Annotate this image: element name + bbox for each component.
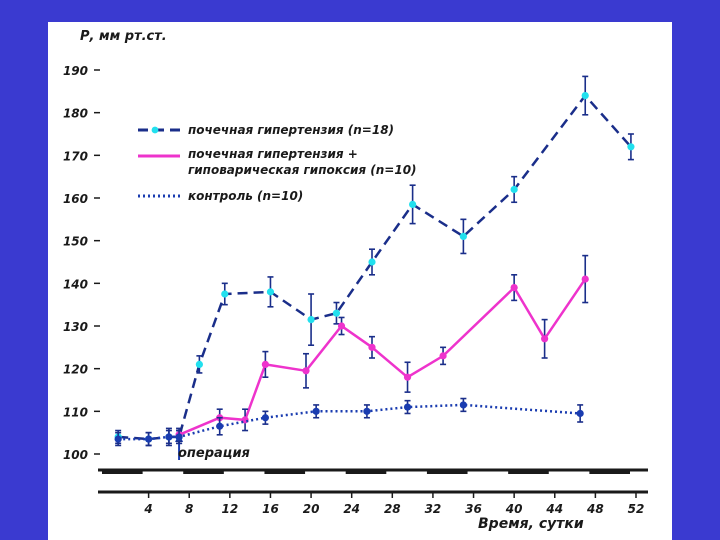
data-point	[165, 433, 173, 441]
data-point	[576, 409, 584, 418]
x-axis-band-segment	[426, 470, 468, 474]
data-point	[459, 232, 467, 240]
data-point	[307, 316, 315, 324]
legend-label-line: гиповарическая гипоксия (n=10)	[188, 163, 417, 177]
data-point	[403, 373, 412, 381]
data-point	[581, 275, 589, 283]
x-tick-label: 12	[221, 502, 238, 516]
x-tick-label: 28	[384, 502, 401, 516]
x-axis-band-segment	[589, 470, 630, 474]
data-point	[114, 435, 122, 443]
data-point	[175, 433, 183, 441]
x-axis-label: Время, сутки	[478, 516, 584, 532]
y-tick-label: 180	[63, 107, 88, 121]
chart-legend: почечная гипертензия (n=18) почечная гипе…	[138, 123, 417, 203]
operation-annotation-label: операция	[178, 446, 250, 461]
data-point	[145, 435, 153, 443]
legend-label: почечная гипертензия + гиповарическая гип…	[188, 147, 417, 177]
data-point	[510, 284, 518, 292]
x-axis-band-segment	[345, 470, 387, 474]
series-line	[118, 403, 581, 441]
y-tick-label: 170	[63, 149, 88, 163]
data-point	[510, 185, 518, 194]
y-tick-label: 110	[63, 405, 88, 419]
x-tick-label: 32	[425, 502, 442, 516]
y-axis-label: Р, мм рт.ст.	[80, 29, 167, 44]
x-axis-band-segment	[508, 470, 549, 474]
data-point	[216, 422, 224, 430]
data-point	[337, 322, 346, 330]
x-tick-label: 4	[143, 502, 152, 516]
data-point	[261, 414, 269, 422]
x-tick-label: 40	[505, 502, 523, 516]
x-axis-band-segment	[264, 470, 306, 474]
y-tick-label: 160	[63, 192, 88, 206]
data-point	[195, 360, 203, 368]
data-point	[368, 258, 376, 266]
data-point	[261, 360, 269, 368]
legend-label: контроль (n=10)	[188, 189, 303, 203]
y-tick-label: 190	[63, 64, 88, 78]
series-group	[175, 254, 589, 443]
y-tick-label: 150	[63, 235, 88, 249]
data-point	[332, 309, 341, 317]
legend-marker	[151, 126, 159, 134]
data-point	[581, 92, 589, 100]
y-tick-label: 100	[63, 448, 88, 462]
data-point	[363, 407, 371, 415]
x-tick-label: 8	[185, 502, 193, 516]
x-axis-band-segment	[102, 470, 143, 474]
x-tick-label: 48	[586, 502, 604, 516]
data-point	[302, 367, 310, 375]
x-tick-label: 24	[343, 502, 360, 516]
x-tick-label: 16	[262, 502, 279, 516]
y-tick-label: 120	[63, 363, 88, 377]
data-point	[221, 290, 229, 298]
data-point	[409, 200, 417, 208]
data-point	[439, 352, 447, 360]
x-tick-label: 36	[465, 502, 482, 516]
x-axis-band-segment	[183, 470, 224, 474]
data-point	[459, 401, 467, 409]
x-tick-label: 44	[545, 502, 563, 516]
chart-series-layer	[114, 75, 635, 447]
data-point	[266, 288, 275, 296]
series-group	[114, 397, 584, 447]
data-point	[541, 335, 549, 343]
data-point	[627, 143, 635, 151]
legend-label: почечная гипертензия (n=18)	[188, 123, 394, 137]
slide-page: 100 110 120 130 140 150 160 170 180 190 4 8 12 16 20 24…	[48, 22, 672, 540]
data-point	[368, 343, 376, 351]
y-tick-label: 130	[63, 320, 88, 334]
data-point	[312, 407, 320, 415]
legend-label-line: почечная гипертензия +	[188, 147, 358, 161]
x-tick-label: 20	[303, 502, 320, 516]
data-point	[403, 403, 412, 411]
y-tick-label: 140	[63, 277, 88, 291]
series-line	[178, 278, 587, 436]
x-tick-label: 52	[628, 502, 645, 516]
